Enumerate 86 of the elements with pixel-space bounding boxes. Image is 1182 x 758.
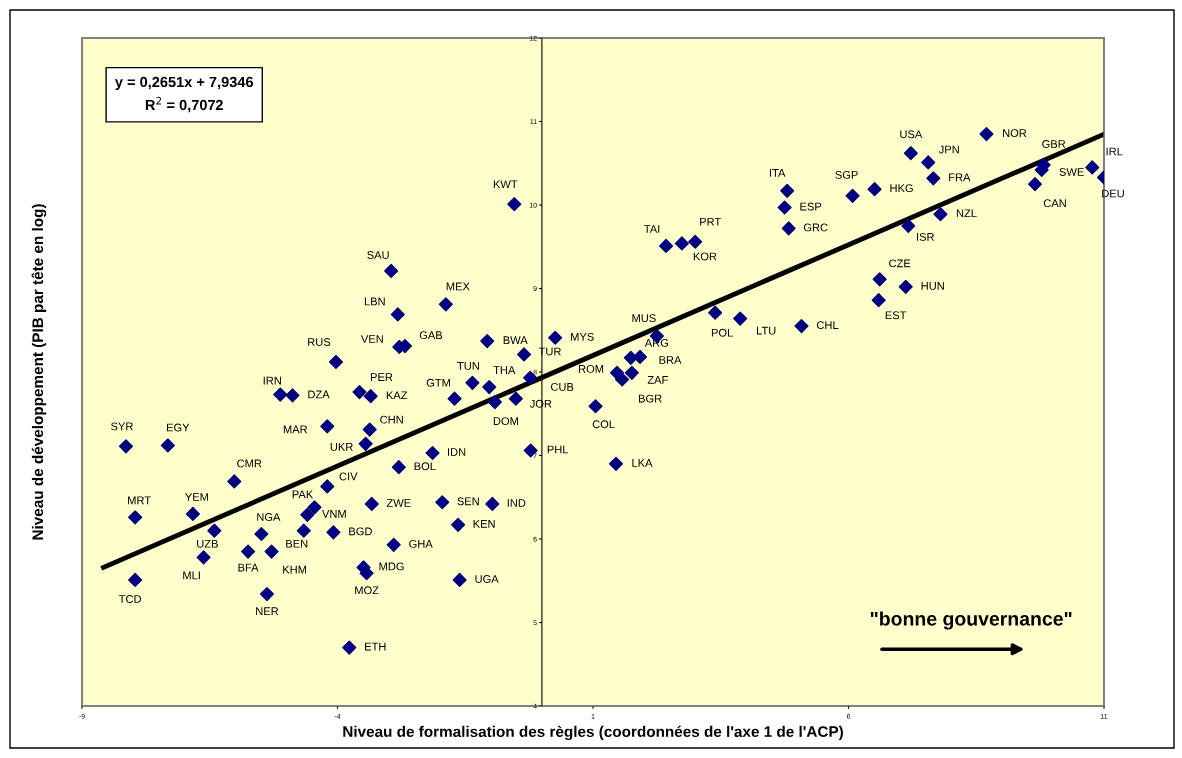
annotation: YEM: [185, 493, 209, 501]
annotation: CIV: [339, 472, 358, 481]
annotation: UKR: [330, 443, 353, 451]
annotation: DEU: [1102, 189, 1124, 198]
annotation: BRA: [659, 356, 682, 364]
annotation: y = 0,2651x + 7,9346 R$^{2}$ = 0,7072: [114, 76, 254, 113]
annotation: DOM: [493, 417, 518, 426]
annotation: EST: [885, 311, 907, 320]
annotation: TAI: [644, 225, 660, 233]
annotation: BOL: [414, 462, 436, 471]
annotation: ESP: [800, 202, 822, 211]
annotation: GHA: [409, 539, 433, 548]
annotation: KWT: [493, 180, 518, 189]
annotation: LBN: [364, 297, 385, 306]
annotation: EGY: [167, 423, 190, 432]
annotation: IND: [507, 499, 526, 507]
annotation: RUS: [308, 338, 331, 346]
annotation: MEX: [446, 282, 470, 291]
annotation: USA: [900, 130, 923, 139]
annotation: MUS: [632, 314, 656, 323]
annotation: IDN: [448, 448, 466, 456]
annotation: ZAF: [647, 376, 668, 384]
annotation: SGP: [835, 170, 858, 179]
annotation: NOR: [1003, 129, 1027, 138]
annotation: FRA: [949, 173, 971, 182]
annotation: VEN: [360, 335, 383, 343]
annotation: VNM: [322, 510, 346, 518]
annotation: KOR: [693, 252, 717, 261]
annotation: HUN: [921, 282, 944, 290]
annotation: NGA: [257, 513, 281, 521]
annotation: GAB: [419, 331, 443, 340]
annotation: BFA: [238, 563, 259, 572]
annotation: ROM: [578, 364, 604, 373]
annotation: TCD: [118, 595, 142, 603]
annotation: CHL: [816, 321, 839, 330]
annotation: CZE: [889, 259, 911, 268]
annotation: KHM: [283, 565, 307, 574]
annotation: MRT: [128, 496, 151, 505]
annotation: COL: [592, 420, 615, 429]
annotation: SWE: [1059, 168, 1084, 176]
annotation: UGA: [475, 575, 499, 583]
annotation: BGR: [639, 394, 662, 403]
annotation: MOZ: [355, 586, 379, 595]
annotation: POL: [711, 328, 733, 337]
annotation: MAR: [283, 425, 308, 434]
annotation: UZB: [197, 539, 218, 548]
annotation: SAU: [367, 251, 389, 259]
annotation: PER: [370, 373, 393, 381]
annotation: ETH: [365, 642, 386, 651]
annotation: IRN: [263, 376, 281, 385]
annotation: THA: [493, 366, 516, 374]
annotation: GBR: [1042, 140, 1066, 148]
annotation: SEN: [457, 497, 479, 506]
y-axis-title: Niveau de développement (PIB par tête en log): [31, 204, 47, 540]
annotation: TUN: [457, 362, 479, 370]
x-axis-title: Niveau de formalisation des règles (coordonnées de l'axe 1 de l'ACP): [343, 725, 843, 741]
annotation: LTU: [756, 326, 776, 335]
annotation: SYR: [111, 422, 133, 431]
annotation: "bonne gouvernance": [870, 611, 1072, 630]
annotation: BEN: [286, 539, 308, 548]
annotation: NER: [256, 607, 279, 615]
annotation: NZL: [956, 209, 977, 218]
annotation: DZA: [308, 390, 330, 399]
annotation: GTM: [426, 378, 450, 387]
annotation: PHL: [547, 445, 569, 454]
annotation: ISR: [917, 232, 935, 241]
annotation: MYS: [571, 332, 594, 341]
annotation: CHN: [380, 415, 403, 424]
annotation: PRT: [700, 217, 721, 226]
annotation: JPN: [938, 145, 959, 154]
annotation: CMR: [237, 459, 262, 468]
annotation: ZWE: [386, 499, 411, 507]
annotation: LKA: [632, 459, 653, 467]
annotation: CUB: [550, 382, 574, 391]
annotation: PAK: [292, 490, 314, 499]
annotation: ITA: [769, 169, 786, 177]
annotation: BGD: [349, 527, 372, 536]
annotation: BWA: [503, 336, 528, 344]
annotation: KAZ: [386, 391, 408, 400]
annotation: KEN: [473, 520, 495, 528]
annotation: HKG: [890, 184, 913, 193]
annotation: CAN: [1043, 199, 1066, 208]
annotation: MDG: [379, 562, 404, 571]
annotation: IRL: [1106, 147, 1123, 156]
annotation: MLI: [183, 571, 200, 580]
annotation: GRC: [803, 223, 828, 232]
